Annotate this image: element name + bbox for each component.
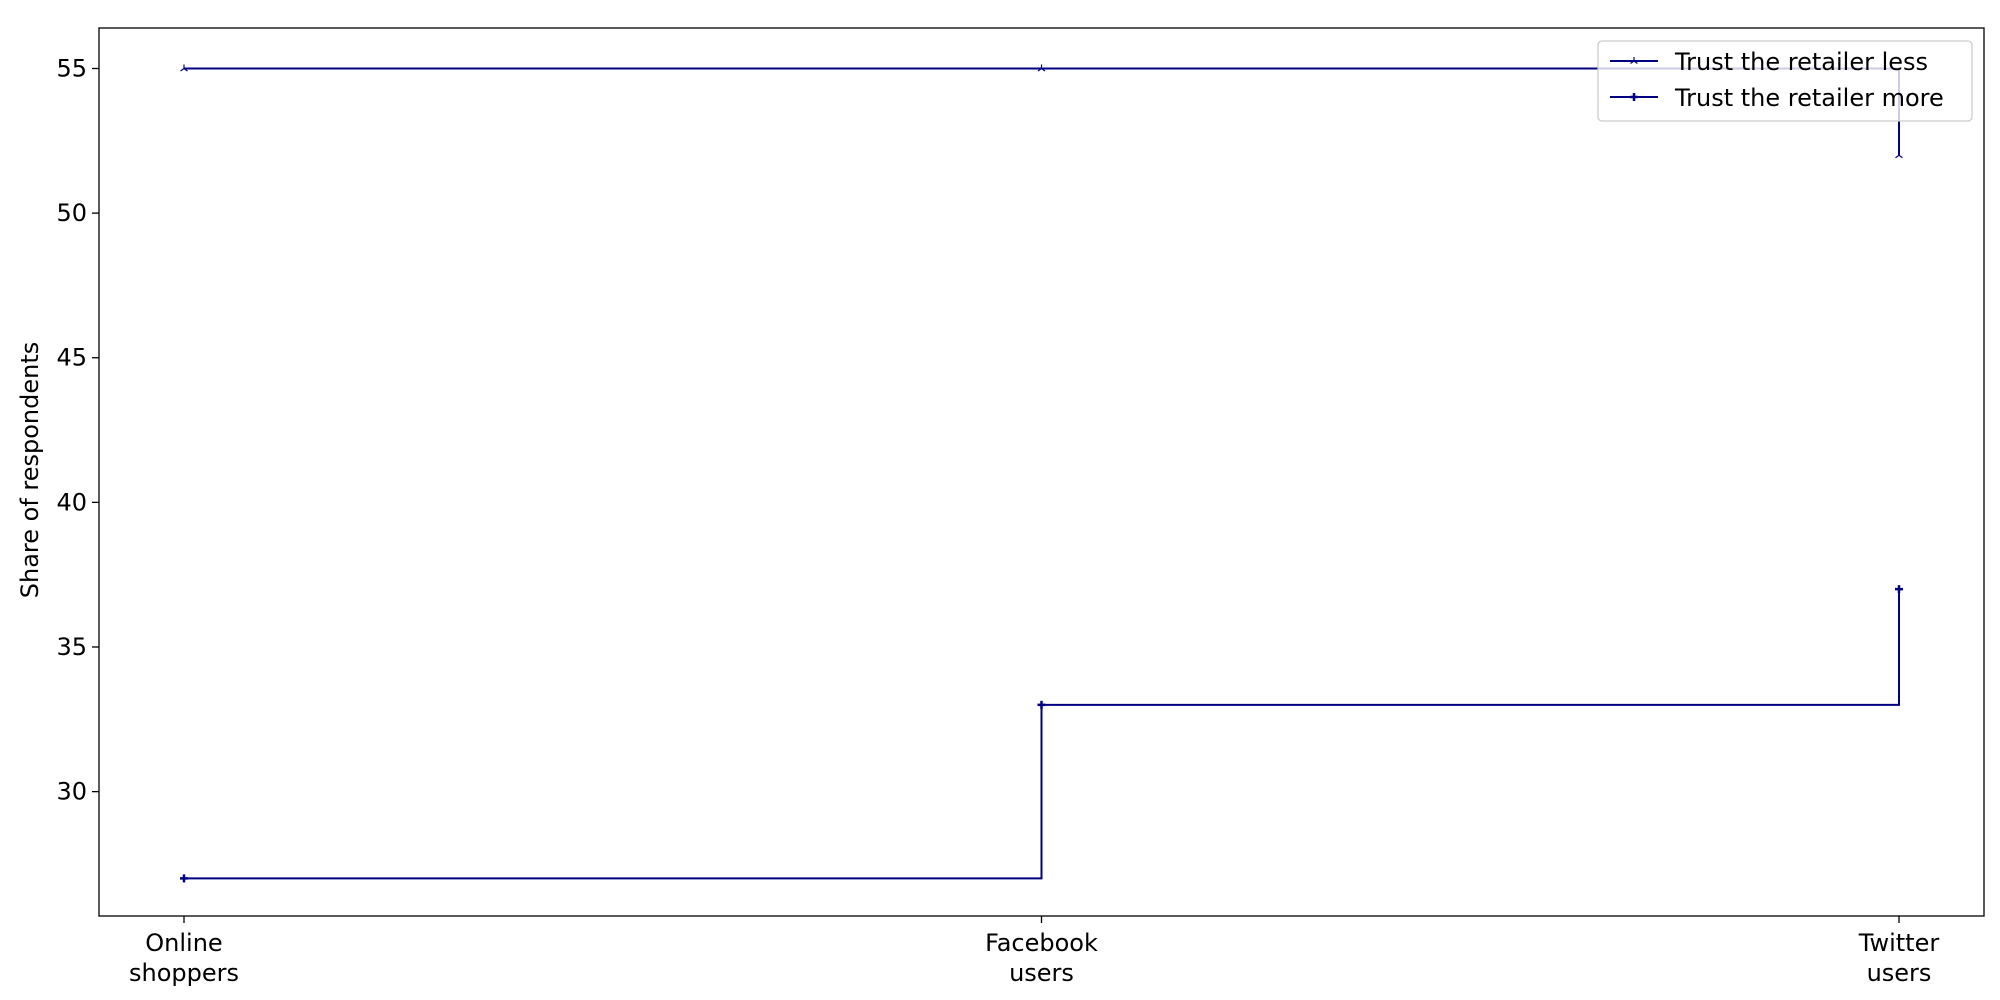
x-tick-label: Online shoppers [129,929,239,987]
y-tick-label: 40 [56,488,87,516]
legend-label: Trust the retailer more [1674,84,1944,112]
legend-marker [1630,57,1638,64]
data-point-marker [1037,700,1046,709]
x-tick-label: Twitter users [1858,929,1940,987]
y-tick-label: 45 [56,344,87,372]
data-point-marker [180,64,188,72]
legend-item: Trust the retailer less [1610,48,1928,76]
legend-item: Trust the retailer more [1610,84,1944,112]
legend: Trust the retailer less Trust the retaile… [1597,40,1973,122]
y-tick-label: 35 [56,633,87,661]
y-tick-label: 55 [56,54,87,82]
plot-frame [98,27,1985,917]
y-axis-label: Share of respondents [16,342,44,599]
y-tick-label: 50 [56,199,87,227]
data-point-marker [1037,64,1046,72]
y-tick-label: 30 [56,778,87,806]
legend-label: Trust the retailer less [1674,48,1928,76]
legend-box [1597,40,1973,122]
data-point-marker [1895,151,1903,159]
x-axis-ticks: Online shoppers Facebook users Twitter users [129,916,1939,987]
y-axis-ticks: 30 35 40 45 50 55 [56,54,99,806]
data-point-marker [180,874,188,883]
data-point-marker [1895,585,1903,594]
x-tick-label: Facebook users [985,929,1098,987]
legend-marker [1630,93,1638,101]
series-2 [180,585,1903,883]
